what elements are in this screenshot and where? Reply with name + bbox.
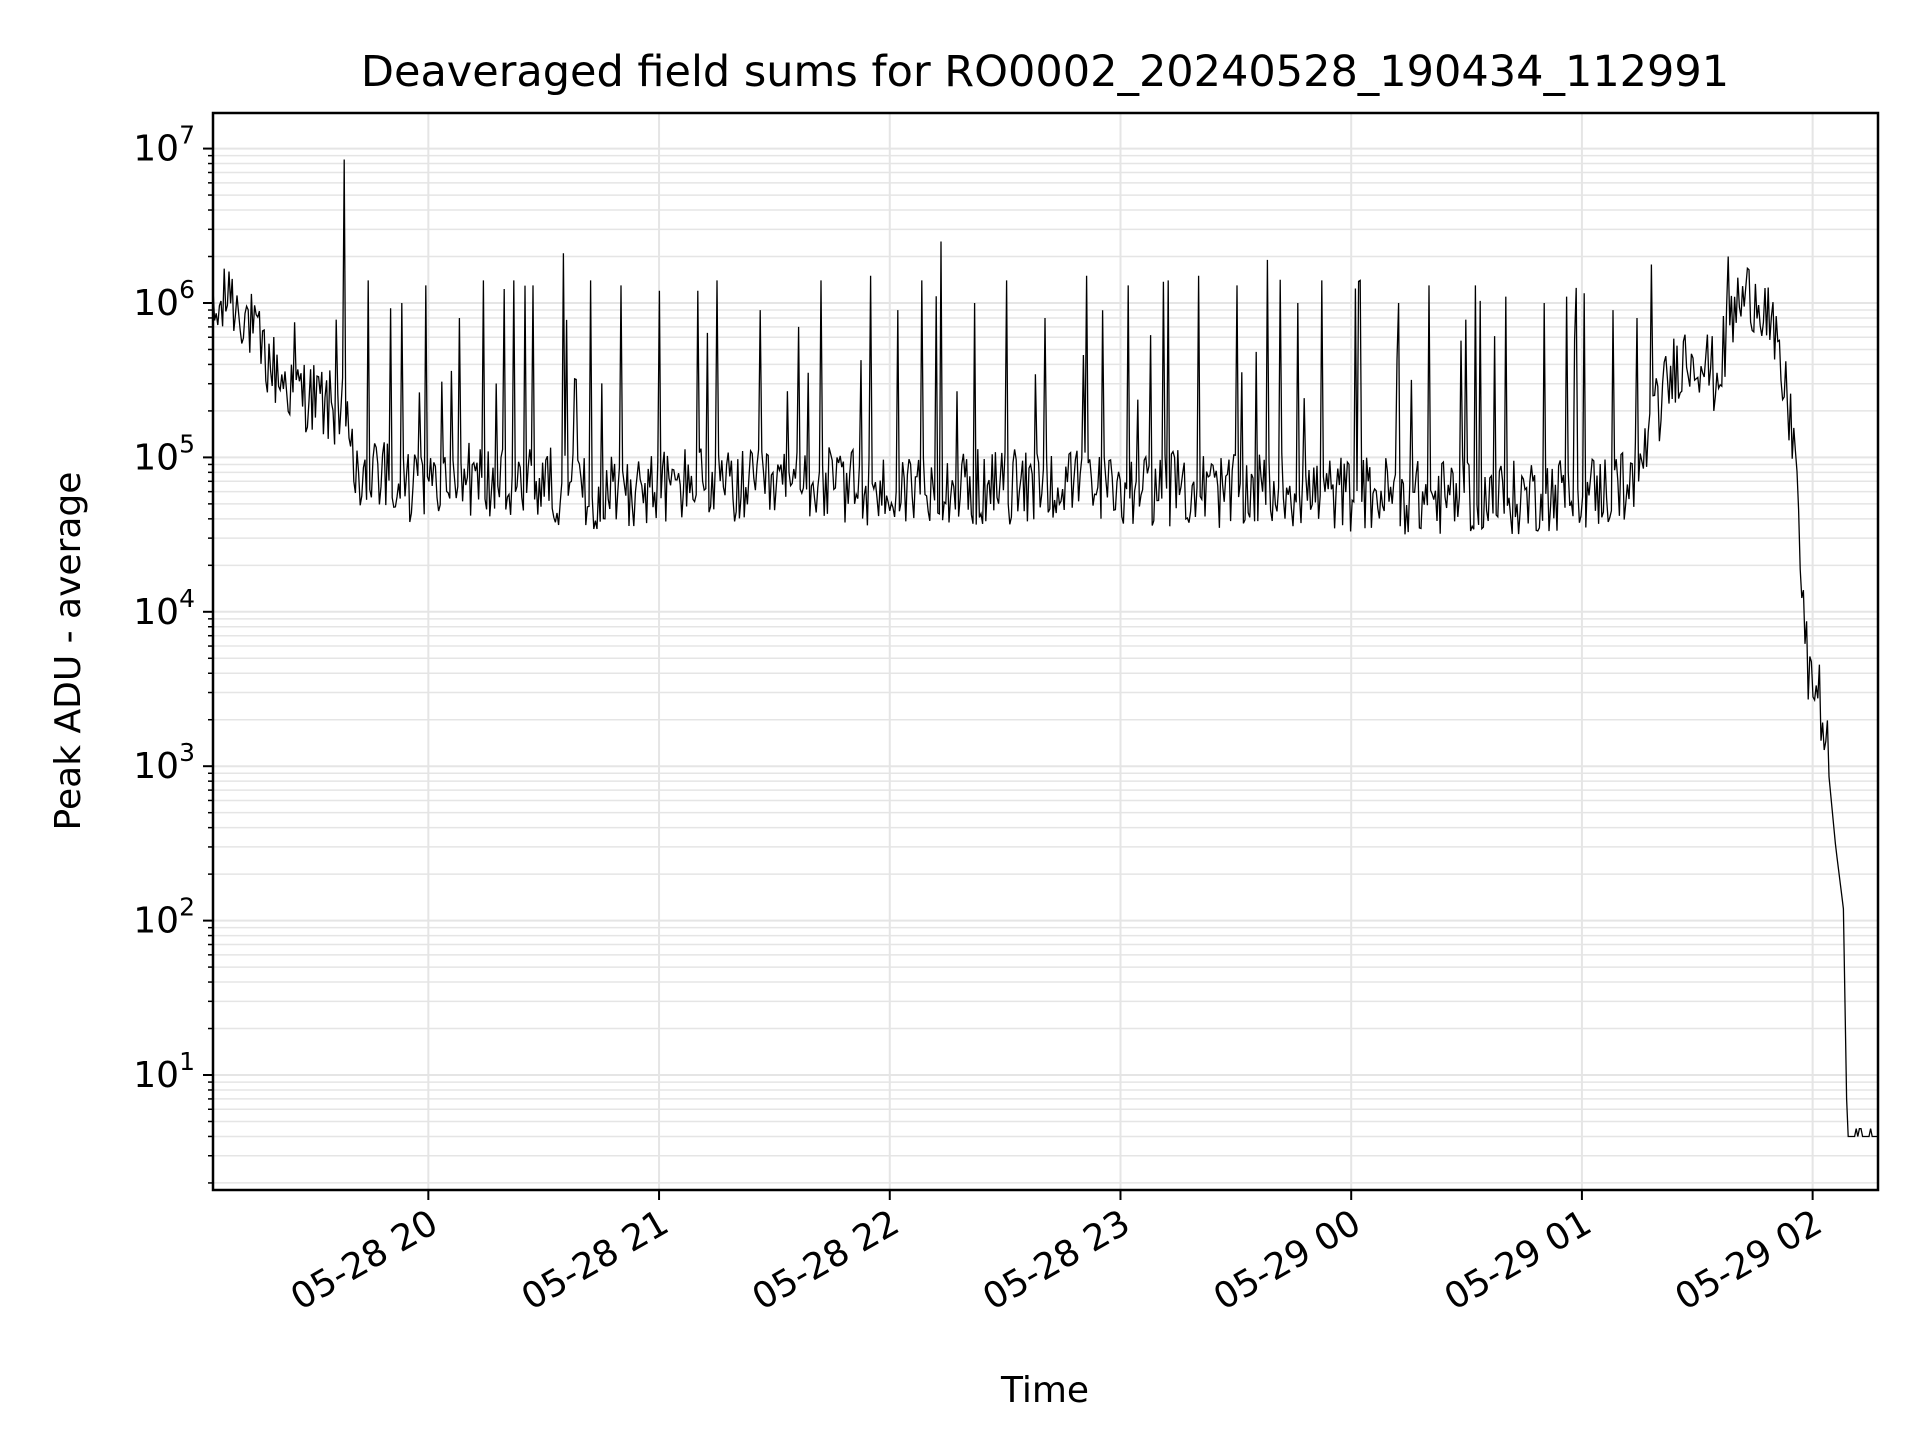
y-tick-label: 106 — [133, 275, 195, 324]
y-tick-label: 105 — [133, 429, 195, 478]
y-tick-label: 102 — [133, 893, 195, 942]
y-tick-label: 101 — [133, 1047, 195, 1096]
y-tick-label: 103 — [133, 738, 195, 787]
y-tick-label: 104 — [133, 584, 195, 633]
series-line-path — [212, 159, 1877, 1138]
grid — [213, 113, 1878, 1190]
chart-title: Deaveraged field sums for RO0002_2024052… — [361, 47, 1729, 97]
plot-frame — [211, 111, 1880, 1192]
y-tick-label: 107 — [133, 121, 195, 170]
x-axis-title: Time — [1000, 1370, 1089, 1411]
y-axis-title: Peak ADU - average — [48, 472, 89, 831]
series-line — [212, 159, 1877, 1138]
